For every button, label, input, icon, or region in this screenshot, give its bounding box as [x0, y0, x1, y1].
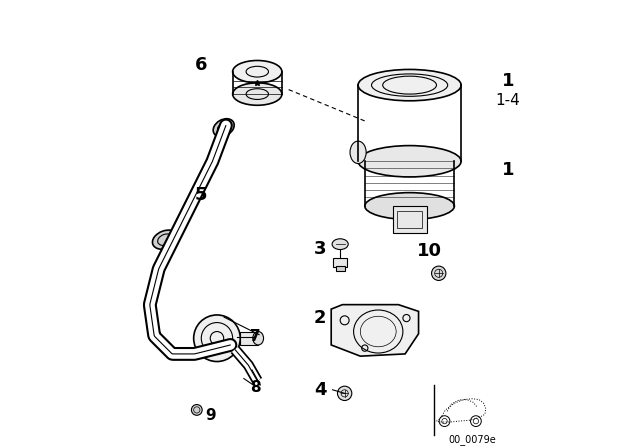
Text: 9: 9 — [205, 408, 216, 423]
Text: 1: 1 — [502, 161, 515, 179]
Ellipse shape — [253, 332, 264, 345]
Bar — [333, 258, 347, 267]
Polygon shape — [332, 305, 419, 356]
Ellipse shape — [332, 239, 348, 250]
Text: 3: 3 — [314, 240, 326, 258]
Text: 6: 6 — [195, 56, 207, 74]
Ellipse shape — [350, 141, 366, 164]
Bar — [240, 332, 258, 345]
Bar — [397, 211, 422, 228]
Ellipse shape — [358, 69, 461, 101]
Ellipse shape — [358, 146, 461, 177]
Text: 7: 7 — [250, 329, 260, 345]
Circle shape — [194, 315, 240, 362]
Ellipse shape — [233, 60, 282, 83]
Text: 00_0079e: 00_0079e — [449, 435, 496, 445]
Ellipse shape — [213, 119, 234, 137]
Ellipse shape — [365, 193, 454, 220]
Text: 5: 5 — [195, 186, 207, 204]
Text: 4: 4 — [314, 381, 326, 399]
Circle shape — [431, 266, 446, 280]
Ellipse shape — [233, 83, 282, 105]
Bar — [336, 266, 344, 271]
Circle shape — [191, 405, 202, 415]
Ellipse shape — [152, 230, 179, 249]
Circle shape — [337, 386, 352, 401]
Text: 1: 1 — [502, 72, 515, 90]
Bar — [392, 206, 427, 233]
Text: 2: 2 — [314, 309, 326, 327]
Text: 10: 10 — [417, 242, 442, 260]
Text: 1-4: 1-4 — [496, 93, 520, 108]
Text: 8: 8 — [250, 380, 260, 395]
